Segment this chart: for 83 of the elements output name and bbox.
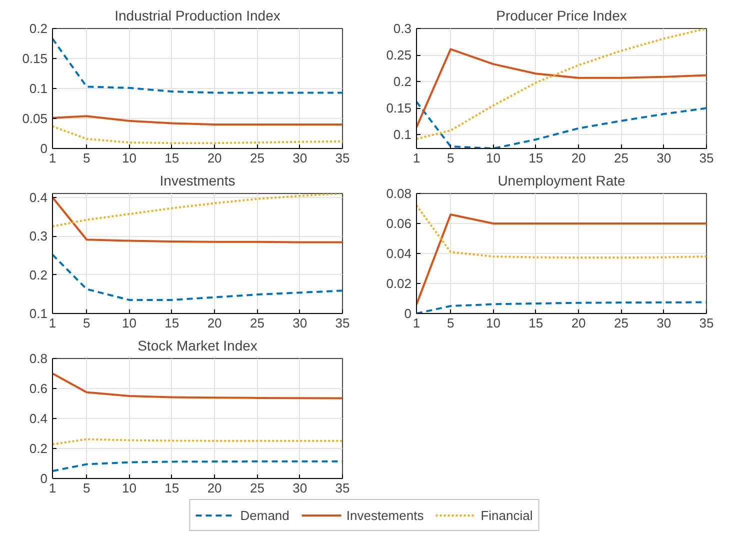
y-tick-label: 0.3 (29, 228, 48, 244)
y-tick-label: 0.2 (29, 21, 48, 36)
x-tick-label: 10 (122, 316, 137, 330)
x-tick-label: 25 (250, 480, 264, 496)
line-series (52, 254, 342, 301)
x-tick-label: 5 (447, 316, 454, 330)
legend-label: Demand (240, 508, 290, 522)
y-tick-label: 0.08 (386, 186, 412, 201)
x-tick-label: 30 (656, 316, 672, 330)
x-tick-label: 35 (335, 480, 350, 496)
y-tick-label: 0.25 (386, 48, 412, 63)
x-tick-label: 5 (83, 316, 90, 330)
x-tick-label: 35 (699, 150, 714, 166)
y-tick-label: 0 (40, 141, 48, 156)
y-tick-label: 0.3 (393, 21, 412, 36)
legend-label: Financial (480, 508, 533, 522)
y-tick-label: 0.15 (386, 100, 412, 116)
x-tick-label: 1 (412, 316, 420, 330)
x-tick-label: 20 (207, 480, 222, 496)
line-series (52, 460, 342, 472)
x-tick-label: 1 (412, 150, 420, 166)
x-tick-label: 25 (614, 316, 628, 330)
x-tick-label: 15 (528, 316, 544, 330)
x-tick-label: 1 (48, 150, 56, 166)
y-tick-label: 0 (404, 306, 412, 321)
x-tick-label: 1 (48, 316, 56, 330)
chart-title: Stock Market Index (138, 338, 258, 354)
x-tick-label: 5 (83, 150, 90, 166)
x-tick-label: 20 (207, 316, 222, 330)
y-tick-label: 0.04 (386, 246, 412, 261)
y-tick-label: 0.4 (29, 190, 48, 205)
line-series (52, 115, 342, 126)
y-tick-label: 0.1 (393, 127, 412, 142)
y-tick-label: 0.1 (29, 306, 48, 321)
legend-label: Investements (346, 508, 424, 522)
x-tick-label: 15 (528, 150, 544, 166)
x-tick-label: 15 (164, 316, 180, 330)
x-tick-label: 10 (486, 316, 501, 330)
line-series (52, 372, 342, 400)
x-tick-label: 10 (122, 480, 137, 496)
x-tick-label: 35 (699, 316, 714, 330)
x-tick-label: 1 (48, 480, 56, 496)
y-tick-label: 0.2 (393, 74, 412, 90)
x-tick-label: 30 (292, 480, 308, 496)
line-series (416, 28, 706, 140)
x-tick-label: 20 (571, 316, 586, 330)
x-tick-label: 25 (614, 150, 628, 166)
x-tick-label: 5 (83, 480, 90, 496)
x-tick-label: 25 (250, 150, 264, 166)
x-tick-label: 5 (447, 150, 454, 166)
x-tick-label: 10 (122, 150, 137, 166)
x-tick-label: 20 (571, 150, 586, 166)
x-tick-label: 25 (250, 316, 264, 330)
x-tick-label: 35 (335, 150, 350, 166)
y-tick-label: 0.1 (29, 81, 48, 96)
y-tick-label: 0.2 (29, 267, 48, 282)
chart-title: Producer Price Index (496, 8, 627, 24)
y-tick-label: 0.6 (29, 381, 48, 396)
y-tick-label: 0.8 (29, 351, 48, 366)
y-tick-label: 0 (40, 471, 48, 486)
line-series (52, 125, 342, 144)
y-tick-label: 0.02 (386, 276, 412, 291)
line-series (416, 48, 706, 128)
y-tick-label: 0.06 (386, 216, 412, 231)
x-tick-label: 30 (656, 150, 672, 166)
y-tick-label: 0.05 (22, 111, 48, 126)
x-tick-label: 15 (164, 480, 180, 496)
y-tick-label: 0.2 (29, 441, 48, 456)
chart-title: Investments (160, 172, 236, 188)
line-series (52, 196, 342, 244)
line-series (52, 194, 342, 228)
x-tick-label: 10 (486, 150, 501, 166)
y-tick-label: 0.15 (22, 51, 48, 66)
chart-title: Industrial Production Index (114, 8, 280, 24)
x-tick-label: 30 (292, 150, 308, 166)
chart-title: Unemployment Rate (498, 172, 626, 188)
x-tick-label: 35 (335, 316, 350, 330)
x-tick-label: 15 (164, 150, 180, 166)
line-series (52, 38, 342, 94)
x-tick-label: 20 (207, 150, 222, 166)
line-series (416, 204, 706, 259)
y-tick-label: 0.4 (29, 411, 48, 426)
x-tick-label: 30 (292, 316, 308, 330)
